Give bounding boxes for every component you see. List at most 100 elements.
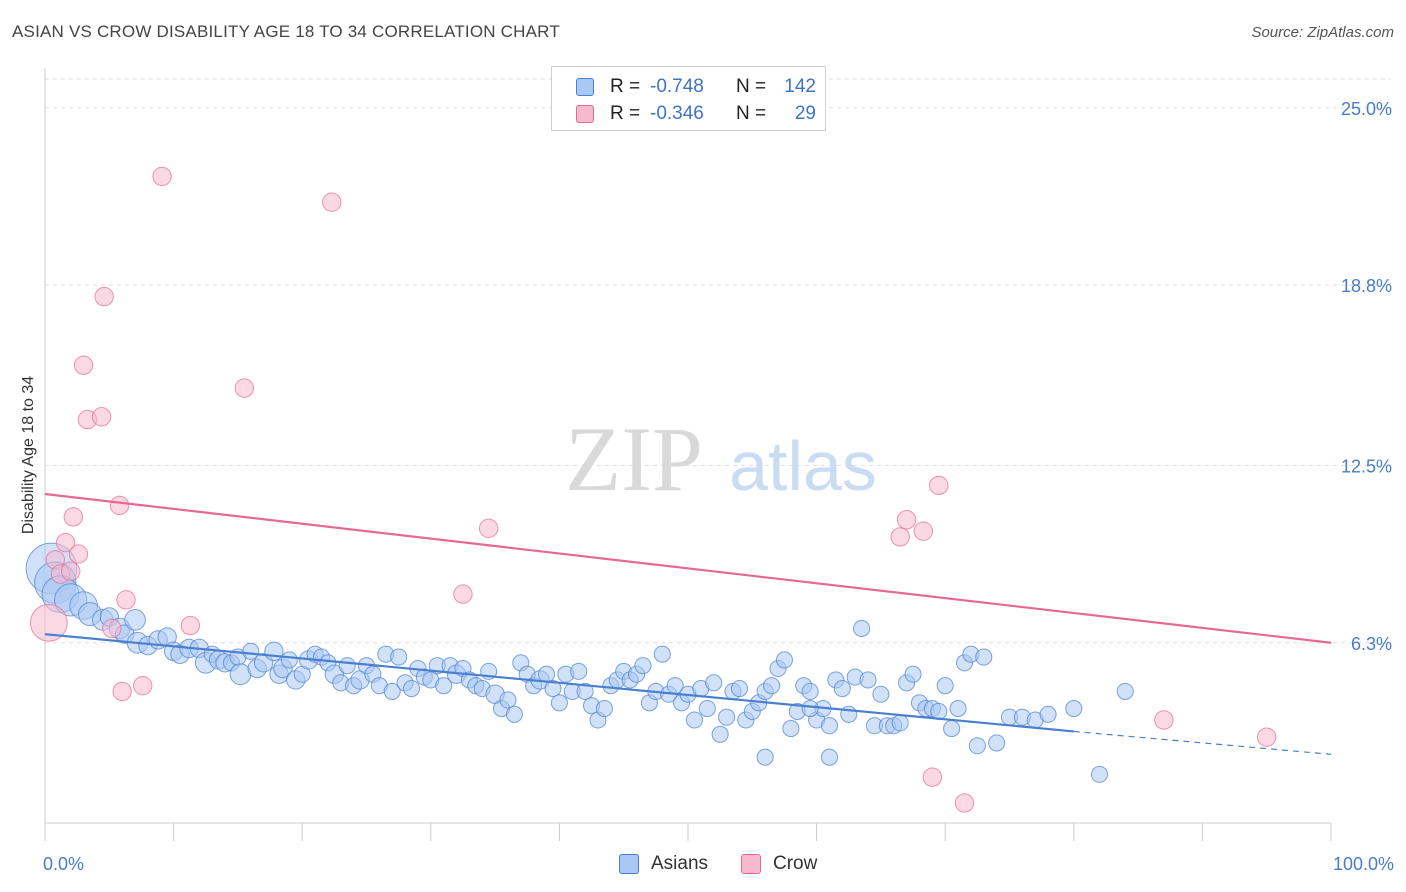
- asians-point: [763, 677, 781, 695]
- crow-point: [929, 475, 949, 496]
- crow-point: [890, 527, 910, 547]
- legend-row-crow: R = -0.346 N = 29: [576, 102, 816, 126]
- crow-point: [91, 407, 112, 427]
- crow-point: [152, 166, 172, 187]
- bottom-legend-asians-label: Asians: [651, 853, 709, 874]
- asians-point: [904, 665, 922, 683]
- asians-point: [383, 682, 401, 700]
- legend-swatch-crow: [576, 105, 594, 123]
- gridlines: [45, 78, 1391, 644]
- crow-point: [180, 615, 201, 636]
- bottom-legend-asians: Asians: [619, 852, 708, 876]
- y-tick-label: 6.3%: [1351, 634, 1392, 654]
- asians-point: [949, 700, 967, 718]
- legend-r-label: R =: [610, 103, 641, 124]
- legend-n-value: 142: [784, 76, 816, 97]
- asians-point: [872, 685, 890, 703]
- asians-point: [685, 711, 703, 729]
- asians-point: [936, 677, 954, 695]
- crow-point: [954, 793, 975, 813]
- crow-point: [478, 518, 499, 539]
- crow-point: [453, 584, 473, 604]
- crow-point: [922, 767, 943, 787]
- stats-legend: R = -0.748 N = 142 R = -0.346 N = 29: [551, 66, 826, 131]
- asians-point: [402, 679, 421, 698]
- asians-point: [653, 645, 671, 663]
- asians-point: [576, 682, 594, 700]
- asians-point: [242, 642, 260, 660]
- y-tick-label: 18.8%: [1341, 276, 1392, 296]
- x-tick-label: 0.0%: [43, 854, 84, 874]
- asians-point: [1090, 765, 1109, 783]
- asians-point: [550, 694, 568, 712]
- asians-point: [124, 609, 146, 631]
- crow-point: [102, 618, 122, 639]
- bottom-legend-crow: Crow: [741, 852, 817, 876]
- legend-n-label: N =: [736, 76, 767, 97]
- legend-row-asians: R = -0.748 N = 142: [576, 75, 816, 99]
- watermark-zip: ZIP: [565, 408, 703, 510]
- crow-point: [73, 355, 94, 375]
- asians-point: [537, 665, 556, 683]
- asians-trend-line: [44, 633, 1074, 733]
- bottom-swatch-crow: [741, 854, 761, 874]
- crow-trend-line: [44, 492, 1332, 644]
- asians-point: [718, 708, 736, 726]
- asians-point: [775, 651, 794, 669]
- asians-point: [801, 682, 819, 700]
- asians-point: [544, 679, 562, 698]
- x-tick-label: 100.0%: [1333, 854, 1394, 874]
- crow-point: [94, 286, 114, 307]
- asians-point: [820, 748, 839, 766]
- asians-point: [390, 648, 408, 666]
- asians-point: [1039, 705, 1057, 723]
- asians-point: [756, 748, 774, 766]
- asians-point: [801, 700, 819, 718]
- asians-point: [570, 662, 588, 680]
- asians-point: [338, 657, 356, 675]
- legend-swatch-asians: [576, 78, 594, 96]
- asians-point: [891, 714, 909, 732]
- asians-point: [782, 720, 800, 738]
- axes: [44, 68, 1332, 841]
- legend-r-value: -0.346: [650, 103, 704, 124]
- bottom-legend-crow-label: Crow: [773, 853, 818, 874]
- crow-points: [29, 166, 1277, 813]
- asians-point: [435, 677, 453, 695]
- legend-n-value: 29: [794, 103, 816, 124]
- y-tick-label: 12.5%: [1341, 456, 1392, 476]
- asians-point: [853, 619, 871, 638]
- asians-point: [280, 651, 298, 669]
- asians-points: [25, 542, 1134, 783]
- asians-point: [820, 717, 839, 735]
- legend-r-label: R =: [610, 76, 641, 97]
- asians-point: [499, 691, 517, 709]
- crow-point: [896, 510, 917, 530]
- crow-point: [1154, 710, 1174, 730]
- asians-point: [1065, 700, 1083, 718]
- asians-point: [833, 679, 851, 698]
- legend-r-value: -0.748: [650, 76, 704, 97]
- asians-point: [943, 720, 961, 738]
- asians-point: [1116, 682, 1134, 700]
- asians-point: [595, 700, 613, 718]
- bottom-swatch-asians: [619, 854, 639, 874]
- crow-point: [1257, 727, 1277, 747]
- asians-point: [968, 737, 986, 755]
- crow-point: [112, 681, 132, 702]
- crow-point: [68, 544, 89, 564]
- source-label: Source: ZipAtlas.com: [1251, 24, 1394, 41]
- crow-point: [63, 507, 83, 527]
- asians-point: [975, 648, 993, 666]
- crow-point: [29, 603, 68, 642]
- asians-point: [730, 679, 748, 698]
- chart-title: ASIAN VS CROW DISABILITY AGE 18 TO 34 CO…: [12, 22, 560, 41]
- asians-point: [705, 674, 723, 692]
- asians-point: [859, 671, 877, 689]
- asians-point: [988, 734, 1006, 752]
- trend-lines: [44, 492, 1332, 755]
- crow-point: [913, 521, 934, 541]
- watermark: ZIP atlas: [565, 408, 877, 510]
- asians-point: [698, 700, 716, 718]
